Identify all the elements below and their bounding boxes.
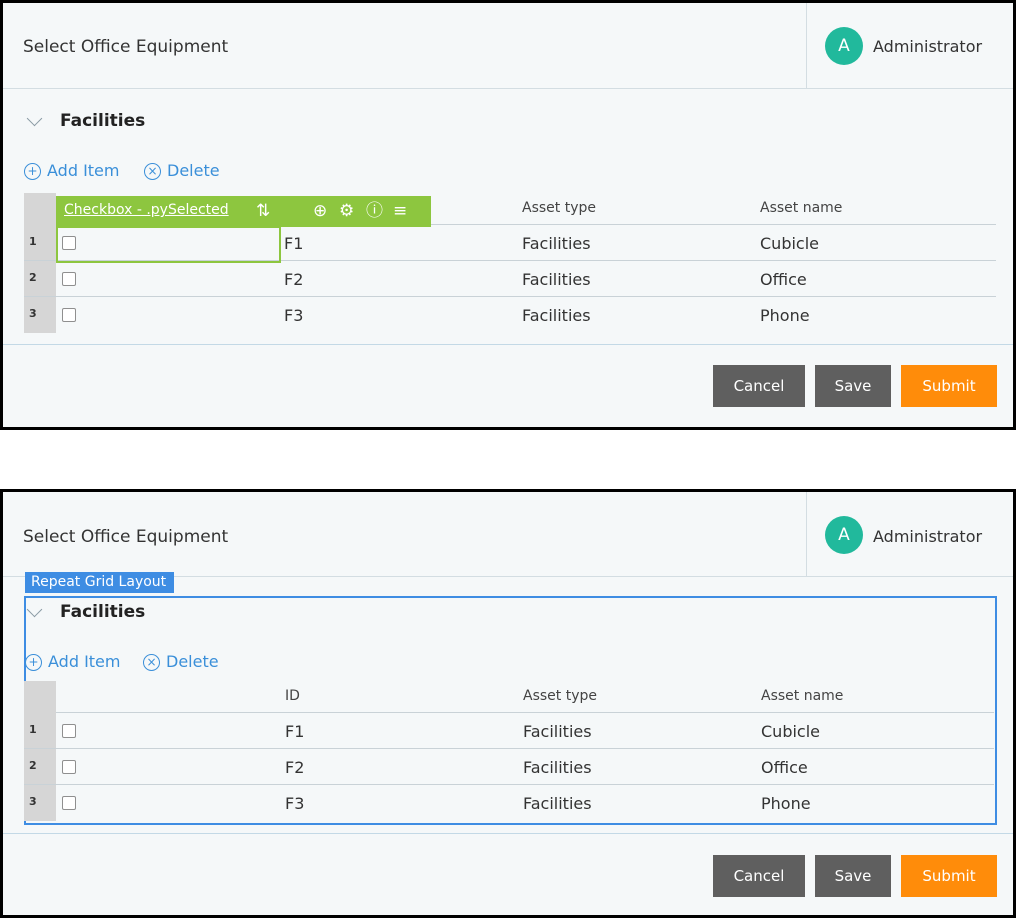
info-icon[interactable]: ⓘ xyxy=(366,201,383,221)
table-row[interactable]: 3 F3 Facilities Phone xyxy=(24,785,994,821)
row-checkbox[interactable] xyxy=(62,236,76,250)
grid-corner xyxy=(24,681,56,713)
add-item-link[interactable]: + Add Item xyxy=(25,652,120,671)
save-button[interactable]: Save xyxy=(815,365,891,407)
save-button[interactable]: Save xyxy=(815,855,891,897)
repeat-grid: Asset type Asset name 1 F1 Facilities Cu… xyxy=(24,193,996,333)
column-header-id[interactable]: ID xyxy=(285,688,300,704)
crosshair-icon[interactable]: ⊕ xyxy=(313,201,328,221)
row-number: 1 xyxy=(24,713,56,748)
table-row[interactable]: 2 F2 Facilities Office xyxy=(24,749,994,785)
grid-header-row: Asset type Asset name xyxy=(24,193,996,225)
grid-actions: + Add Item × Delete xyxy=(25,652,325,674)
user-area[interactable]: A Administrator xyxy=(806,492,1013,576)
panel-design-view-1: Select Office Equipment A Administrator … xyxy=(0,0,1016,430)
page-title: Select Office Equipment xyxy=(23,527,229,547)
section-header-facilities[interactable]: Facilities xyxy=(24,110,324,135)
row-number: 3 xyxy=(24,297,56,333)
grid-header-row: ID Asset type Asset name xyxy=(24,681,994,713)
column-header-asset-type[interactable]: Asset type xyxy=(523,688,597,704)
action-footer: Cancel Save Submit xyxy=(3,344,1013,431)
row-checkbox[interactable] xyxy=(62,308,76,322)
cancel-button[interactable]: Cancel xyxy=(713,855,805,897)
row-checkbox[interactable] xyxy=(62,724,76,738)
user-name[interactable]: Administrator xyxy=(873,37,983,56)
user-area[interactable]: A Administrator xyxy=(806,3,1013,88)
column-header-asset-name[interactable]: Asset name xyxy=(761,688,844,704)
cell-asset-name: Phone xyxy=(760,306,810,325)
cell-asset-type: Facilities xyxy=(523,758,592,777)
cell-asset-type: Facilities xyxy=(523,794,592,813)
grid-actions: + Add Item × Delete xyxy=(24,161,324,183)
selected-cell-outline xyxy=(56,226,281,263)
x-circle-icon: × xyxy=(143,654,160,671)
submit-button[interactable]: Submit xyxy=(901,365,997,407)
case-header: Select Office Equipment A Administrator xyxy=(3,492,1013,577)
section-title: Facilities xyxy=(60,111,146,131)
cell-id: F3 xyxy=(284,306,304,325)
cell-asset-name: Office xyxy=(761,758,808,777)
cell-id: F1 xyxy=(285,722,305,741)
repeat-grid: ID Asset type Asset name 1 F1 Facilities… xyxy=(24,681,994,821)
menu-icon[interactable]: ≡ xyxy=(393,201,408,221)
case-header: Select Office Equipment A Administrator xyxy=(3,3,1013,89)
section-title: Facilities xyxy=(60,602,146,622)
delete-link[interactable]: × Delete xyxy=(143,652,219,671)
panel-design-view-2: Select Office Equipment A Administrator … xyxy=(0,489,1016,918)
delete-link[interactable]: × Delete xyxy=(144,161,220,180)
cell-id: F2 xyxy=(284,270,304,289)
x-circle-icon: × xyxy=(144,163,161,180)
avatar[interactable]: A xyxy=(825,516,863,554)
column-header-asset-name[interactable]: Asset name xyxy=(760,200,843,216)
cell-asset-name: Phone xyxy=(761,794,811,813)
add-item-label: Add Item xyxy=(47,161,120,180)
cell-asset-type: Facilities xyxy=(523,722,592,741)
submit-button[interactable]: Submit xyxy=(901,855,997,897)
avatar[interactable]: A xyxy=(825,27,863,65)
cell-asset-type: Facilities xyxy=(522,306,591,325)
row-checkbox[interactable] xyxy=(62,760,76,774)
chevron-down-icon[interactable] xyxy=(26,110,43,127)
cell-id: F2 xyxy=(285,758,305,777)
row-number: 1 xyxy=(24,225,56,260)
chevron-down-icon[interactable] xyxy=(26,601,43,618)
gear-icon[interactable]: ⚙ xyxy=(339,201,355,221)
delete-label: Delete xyxy=(166,652,219,671)
sort-icon[interactable]: ⇅ xyxy=(256,201,271,221)
cell-id: F1 xyxy=(284,234,304,253)
section-header-facilities[interactable]: Facilities xyxy=(24,601,324,626)
table-row[interactable]: 3 F3 Facilities Phone xyxy=(24,297,996,333)
row-checkbox[interactable] xyxy=(62,796,76,810)
column-header-asset-type[interactable]: Asset type xyxy=(522,200,596,216)
table-row[interactable]: 2 F2 Facilities Office xyxy=(24,261,996,297)
add-item-link[interactable]: + Add Item xyxy=(24,161,119,180)
plus-circle-icon: + xyxy=(24,163,41,180)
column-config-toolbar[interactable]: Checkbox - .pySelected ⇅ ⊕ ⚙ ⓘ ≡ xyxy=(56,196,431,227)
action-footer: Cancel Save Submit xyxy=(3,833,1013,919)
delete-label: Delete xyxy=(167,161,220,180)
plus-circle-icon: + xyxy=(25,654,42,671)
checkbox-property-link[interactable]: Checkbox - .pySelected xyxy=(64,202,229,218)
row-checkbox[interactable] xyxy=(62,272,76,286)
table-row[interactable]: 1 F1 Facilities Cubicle xyxy=(24,713,994,749)
cell-asset-name: Office xyxy=(760,270,807,289)
cell-asset-type: Facilities xyxy=(522,234,591,253)
cell-id: F3 xyxy=(285,794,305,813)
user-name[interactable]: Administrator xyxy=(873,527,983,546)
add-item-label: Add Item xyxy=(48,652,121,671)
cell-asset-type: Facilities xyxy=(522,270,591,289)
cancel-button[interactable]: Cancel xyxy=(713,365,805,407)
row-number: 2 xyxy=(24,261,56,296)
table-row[interactable]: 1 F1 Facilities Cubicle xyxy=(24,225,996,261)
grid-corner xyxy=(24,193,56,225)
cell-asset-name: Cubicle xyxy=(760,234,819,253)
row-number: 2 xyxy=(24,749,56,784)
cell-asset-name: Cubicle xyxy=(761,722,820,741)
page-title: Select Office Equipment xyxy=(23,37,229,57)
repeat-grid-layout-tag[interactable]: Repeat Grid Layout xyxy=(25,572,175,593)
row-number: 3 xyxy=(24,785,56,821)
